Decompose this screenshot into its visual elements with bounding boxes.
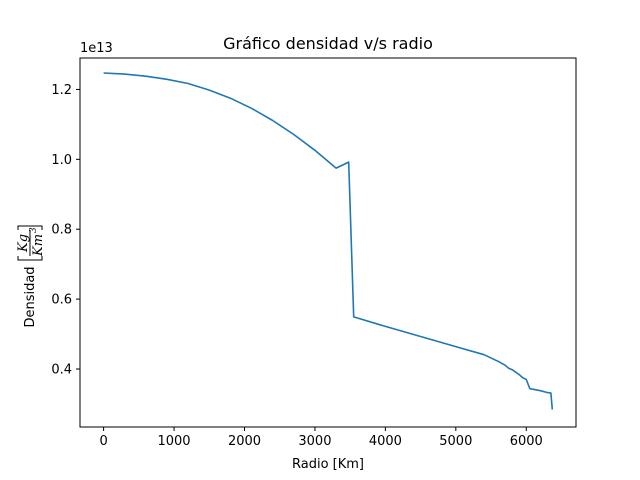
y-axis-label-text: Densidad (23, 266, 38, 327)
y-axis-label: Densidad Kg Km 3 (16, 225, 46, 328)
y-axis-label-unit-denominator: Km (31, 234, 46, 257)
y-axis-label-unit-exponent: 3 (29, 227, 39, 233)
y-tick-label: 0.6 (51, 293, 72, 308)
x-tick-label: 5000 (439, 434, 472, 449)
x-tick-label: 3000 (298, 434, 331, 449)
x-tick-label: 2000 (228, 434, 261, 449)
series-line-density (103, 72, 554, 410)
y-offset-text: 1e13 (80, 41, 113, 56)
y-tick-label: 1.2 (51, 83, 72, 98)
x-tick-label: 6000 (510, 434, 543, 449)
y-tick-label: 1.0 (51, 153, 72, 168)
chart-title: Gráfico densidad v/s radio (223, 34, 433, 53)
y-axis-label-right-bracket (17, 225, 43, 230)
x-tick-label: 0 (99, 434, 107, 449)
y-tick-label: 0.4 (51, 362, 72, 377)
x-axis-ticks: 0 1000 2000 3000 4000 5000 6000 (99, 427, 543, 449)
y-axis-label-unit-numerator: Kg (16, 234, 31, 253)
x-axis-label: Radio [Km] (292, 457, 364, 472)
x-tick-label: 1000 (157, 434, 190, 449)
y-axis-ticks: 0.4 0.6 0.8 1.0 1.2 (51, 83, 80, 377)
y-tick-label: 0.8 (51, 223, 72, 238)
y-axis-label-left-bracket (17, 256, 43, 261)
x-tick-label: 4000 (369, 434, 402, 449)
plot-frame (79, 57, 577, 428)
